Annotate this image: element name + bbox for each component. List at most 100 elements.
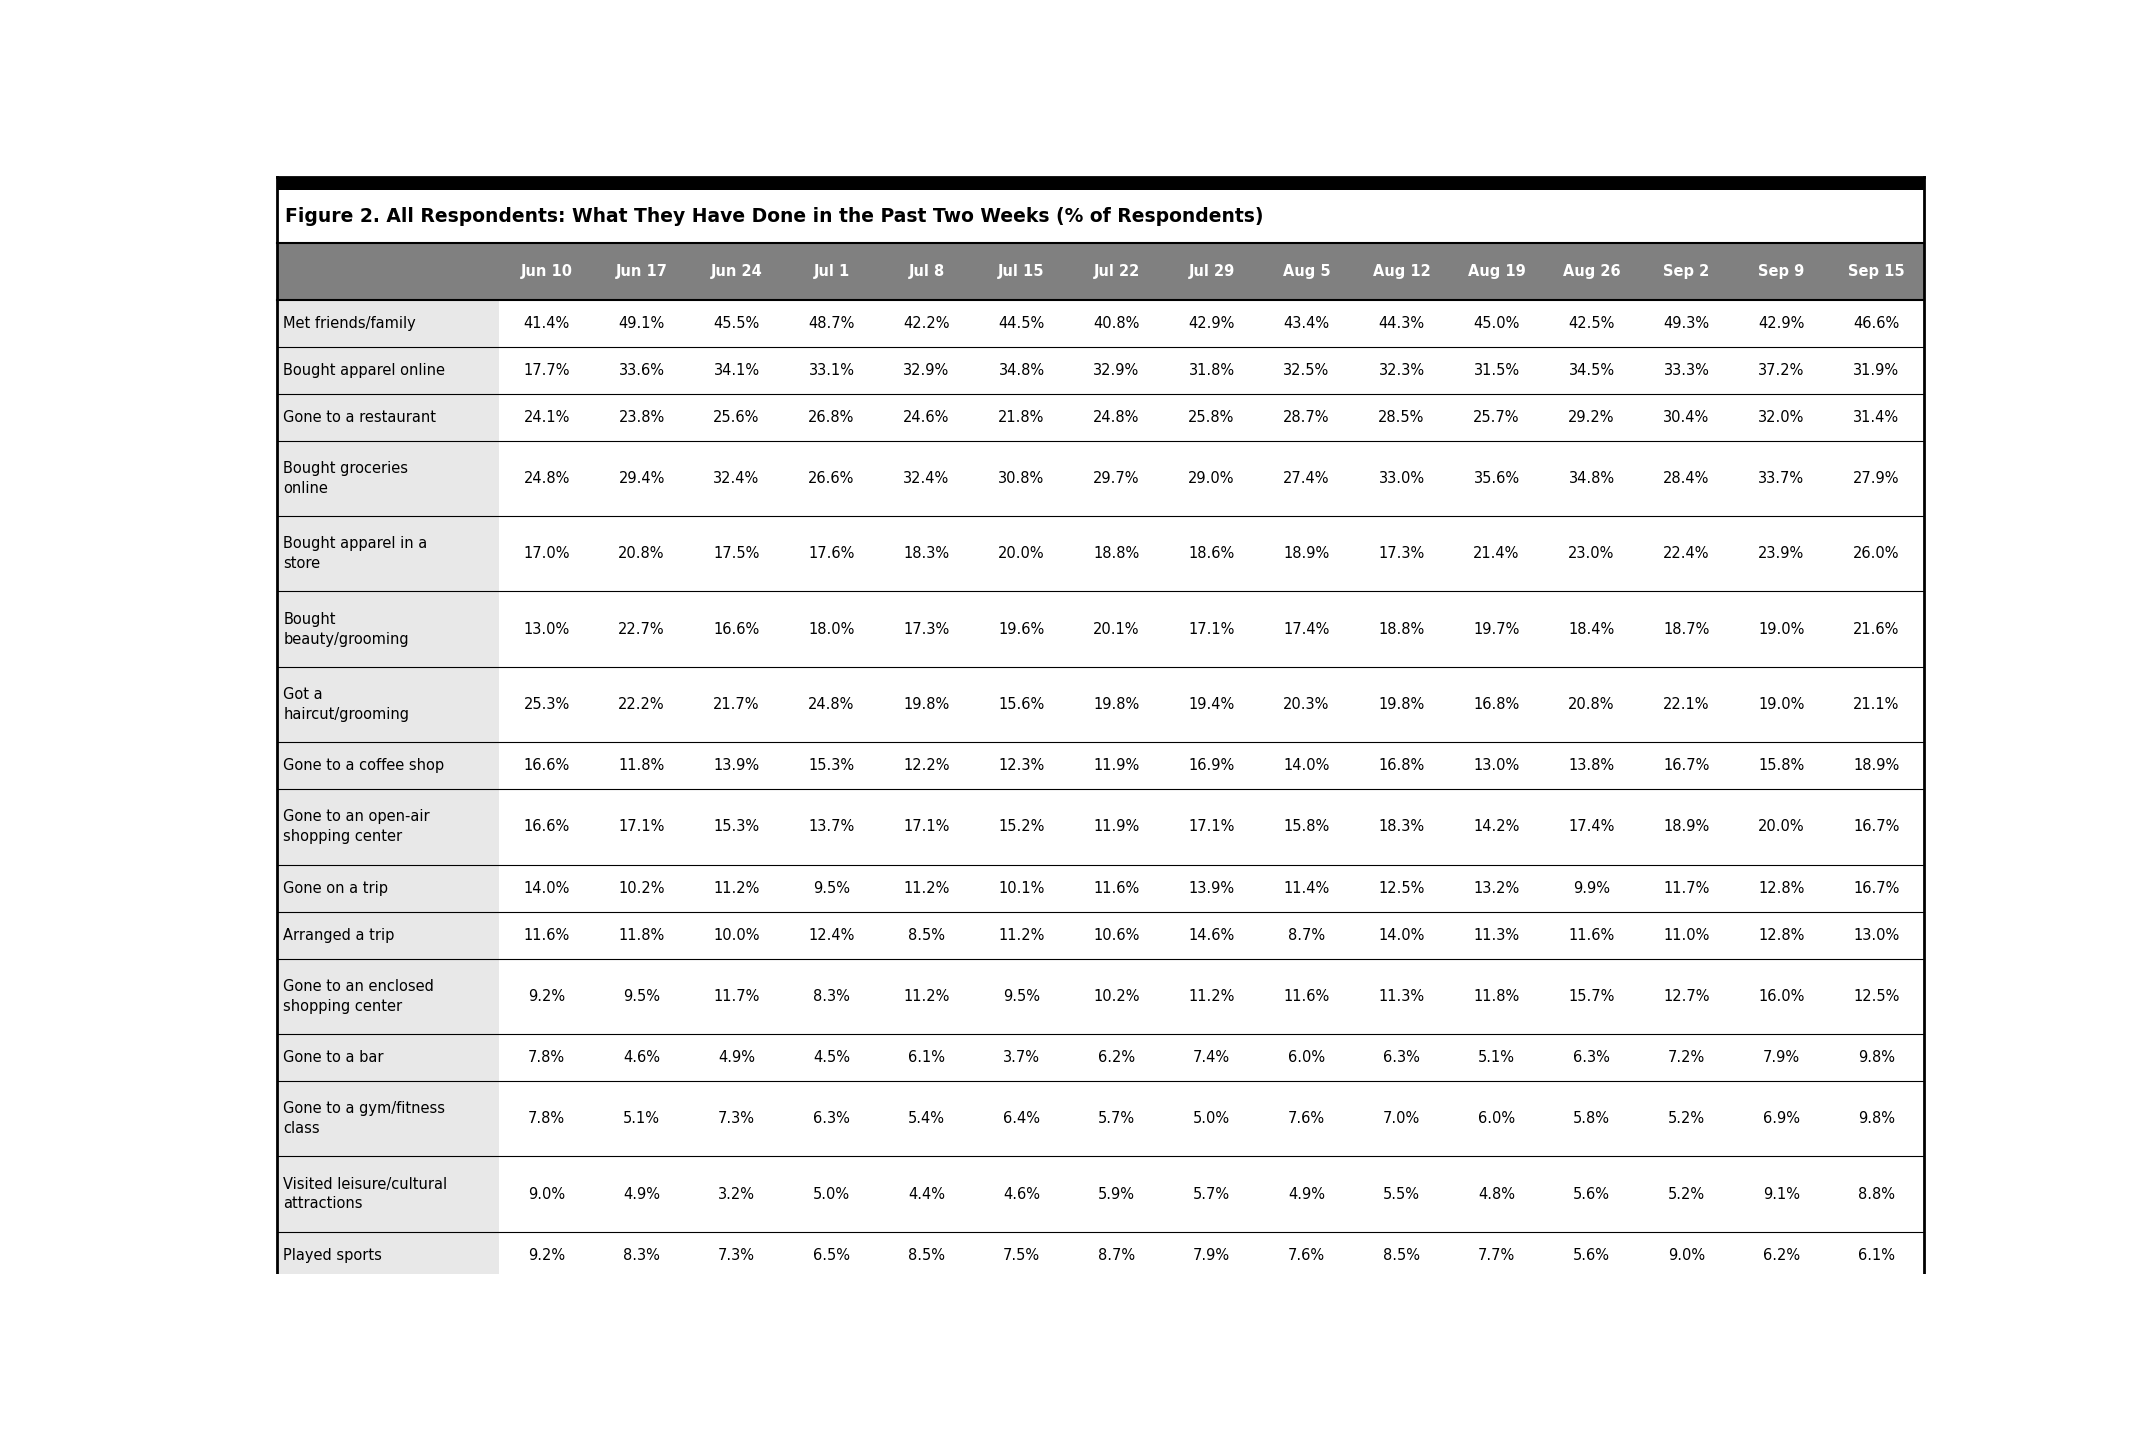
Text: Gone to a bar: Gone to a bar bbox=[283, 1050, 384, 1065]
Text: 25.3%: 25.3% bbox=[524, 697, 569, 712]
Text: Gone to an open-air
shopping center: Gone to an open-air shopping center bbox=[283, 809, 429, 845]
Text: 48.7%: 48.7% bbox=[809, 315, 855, 331]
Bar bbox=[498, 789, 1924, 865]
Text: 15.6%: 15.6% bbox=[998, 697, 1046, 712]
Text: 16.8%: 16.8% bbox=[1378, 758, 1426, 773]
Text: Met friends/family: Met friends/family bbox=[283, 315, 417, 331]
Text: 11.8%: 11.8% bbox=[1473, 990, 1520, 1004]
Text: 40.8%: 40.8% bbox=[1093, 315, 1140, 331]
Text: 24.8%: 24.8% bbox=[1093, 410, 1140, 425]
Text: 22.2%: 22.2% bbox=[618, 697, 666, 712]
Text: 11.8%: 11.8% bbox=[618, 758, 666, 773]
Text: 7.6%: 7.6% bbox=[1288, 1247, 1325, 1263]
Text: 15.7%: 15.7% bbox=[1567, 990, 1615, 1004]
Text: 15.8%: 15.8% bbox=[1758, 758, 1806, 773]
Text: 31.9%: 31.9% bbox=[1853, 362, 1900, 378]
Text: 8.5%: 8.5% bbox=[908, 928, 945, 942]
Text: 21.8%: 21.8% bbox=[998, 410, 1046, 425]
Bar bbox=[498, 865, 1924, 912]
Text: 45.0%: 45.0% bbox=[1473, 315, 1520, 331]
Text: 13.9%: 13.9% bbox=[1189, 881, 1235, 895]
Text: 5.0%: 5.0% bbox=[814, 1187, 850, 1201]
Text: 11.2%: 11.2% bbox=[904, 881, 949, 895]
Text: 9.5%: 9.5% bbox=[1003, 990, 1039, 1004]
Text: 17.1%: 17.1% bbox=[1187, 621, 1235, 637]
Text: 34.1%: 34.1% bbox=[713, 362, 760, 378]
Text: Gone to a coffee shop: Gone to a coffee shop bbox=[283, 758, 444, 773]
Text: 24.6%: 24.6% bbox=[904, 410, 949, 425]
Text: 31.4%: 31.4% bbox=[1853, 410, 1900, 425]
Text: 5.7%: 5.7% bbox=[1194, 1187, 1230, 1201]
Text: 29.2%: 29.2% bbox=[1567, 410, 1615, 425]
Bar bbox=[498, 1034, 1924, 1081]
Text: Figure 2. All Respondents: What They Have Done in the Past Two Weeks (% of Respo: Figure 2. All Respondents: What They Hav… bbox=[286, 208, 1265, 226]
Text: 13.0%: 13.0% bbox=[524, 621, 569, 637]
Text: 26.6%: 26.6% bbox=[809, 471, 855, 485]
Text: 13.7%: 13.7% bbox=[809, 819, 855, 835]
Text: 8.8%: 8.8% bbox=[1857, 1187, 1896, 1201]
Text: 37.2%: 37.2% bbox=[1758, 362, 1806, 378]
Text: 8.5%: 8.5% bbox=[908, 1247, 945, 1263]
Text: 13.8%: 13.8% bbox=[1569, 758, 1615, 773]
Text: 4.9%: 4.9% bbox=[1288, 1187, 1325, 1201]
Text: 7.3%: 7.3% bbox=[717, 1247, 756, 1263]
Text: 6.0%: 6.0% bbox=[1477, 1111, 1516, 1126]
Text: 14.2%: 14.2% bbox=[1473, 819, 1520, 835]
Text: 16.7%: 16.7% bbox=[1664, 758, 1709, 773]
Text: 20.0%: 20.0% bbox=[1758, 819, 1806, 835]
Text: 32.9%: 32.9% bbox=[1093, 362, 1140, 378]
Text: 4.5%: 4.5% bbox=[814, 1050, 850, 1065]
Text: 12.5%: 12.5% bbox=[1853, 990, 1900, 1004]
Text: 3.7%: 3.7% bbox=[1003, 1050, 1039, 1065]
Text: 16.7%: 16.7% bbox=[1853, 881, 1900, 895]
Text: 21.6%: 21.6% bbox=[1853, 621, 1900, 637]
Text: 10.1%: 10.1% bbox=[998, 881, 1046, 895]
Text: 15.2%: 15.2% bbox=[998, 819, 1046, 835]
Text: 4.4%: 4.4% bbox=[908, 1187, 945, 1201]
Text: 6.9%: 6.9% bbox=[1763, 1111, 1799, 1126]
Text: 7.6%: 7.6% bbox=[1288, 1111, 1325, 1126]
Text: 16.0%: 16.0% bbox=[1758, 990, 1806, 1004]
Text: 44.3%: 44.3% bbox=[1378, 315, 1426, 331]
Text: 5.7%: 5.7% bbox=[1097, 1111, 1136, 1126]
Text: 12.7%: 12.7% bbox=[1664, 990, 1709, 1004]
Text: 11.7%: 11.7% bbox=[1664, 881, 1709, 895]
Bar bbox=[498, 958, 1924, 1034]
Text: 7.9%: 7.9% bbox=[1194, 1247, 1230, 1263]
Text: 11.6%: 11.6% bbox=[1567, 928, 1615, 942]
Text: 13.2%: 13.2% bbox=[1473, 881, 1520, 895]
Text: 14.0%: 14.0% bbox=[1284, 758, 1329, 773]
Text: 11.3%: 11.3% bbox=[1473, 928, 1520, 942]
Text: 9.2%: 9.2% bbox=[528, 1247, 565, 1263]
Text: 19.8%: 19.8% bbox=[1378, 697, 1426, 712]
Text: 18.9%: 18.9% bbox=[1664, 819, 1709, 835]
Text: 5.0%: 5.0% bbox=[1194, 1111, 1230, 1126]
Text: 17.7%: 17.7% bbox=[524, 362, 569, 378]
Text: 10.2%: 10.2% bbox=[618, 881, 666, 895]
Text: 11.3%: 11.3% bbox=[1378, 990, 1426, 1004]
Text: 34.5%: 34.5% bbox=[1569, 362, 1615, 378]
Text: 19.4%: 19.4% bbox=[1189, 697, 1235, 712]
Text: 11.2%: 11.2% bbox=[998, 928, 1046, 942]
Bar bbox=[277, 1081, 498, 1157]
Text: 7.4%: 7.4% bbox=[1194, 1050, 1230, 1065]
Bar bbox=[498, 347, 1924, 394]
Bar bbox=[277, 1232, 498, 1279]
Text: 11.6%: 11.6% bbox=[524, 928, 569, 942]
Text: 30.8%: 30.8% bbox=[998, 471, 1046, 485]
Text: 32.4%: 32.4% bbox=[713, 471, 760, 485]
Text: 16.7%: 16.7% bbox=[1853, 819, 1900, 835]
Text: Aug 19: Aug 19 bbox=[1469, 263, 1524, 279]
Text: 41.4%: 41.4% bbox=[524, 315, 569, 331]
Text: 29.7%: 29.7% bbox=[1093, 471, 1140, 485]
Text: 24.8%: 24.8% bbox=[524, 471, 569, 485]
Text: 9.9%: 9.9% bbox=[1574, 881, 1610, 895]
Bar bbox=[277, 789, 498, 865]
Text: 6.0%: 6.0% bbox=[1288, 1050, 1325, 1065]
Text: 7.8%: 7.8% bbox=[528, 1050, 565, 1065]
Text: Arranged a trip: Arranged a trip bbox=[283, 928, 395, 942]
Bar bbox=[498, 441, 1924, 516]
Text: Aug 12: Aug 12 bbox=[1372, 263, 1430, 279]
Bar bbox=[277, 441, 498, 516]
Bar bbox=[498, 394, 1924, 441]
